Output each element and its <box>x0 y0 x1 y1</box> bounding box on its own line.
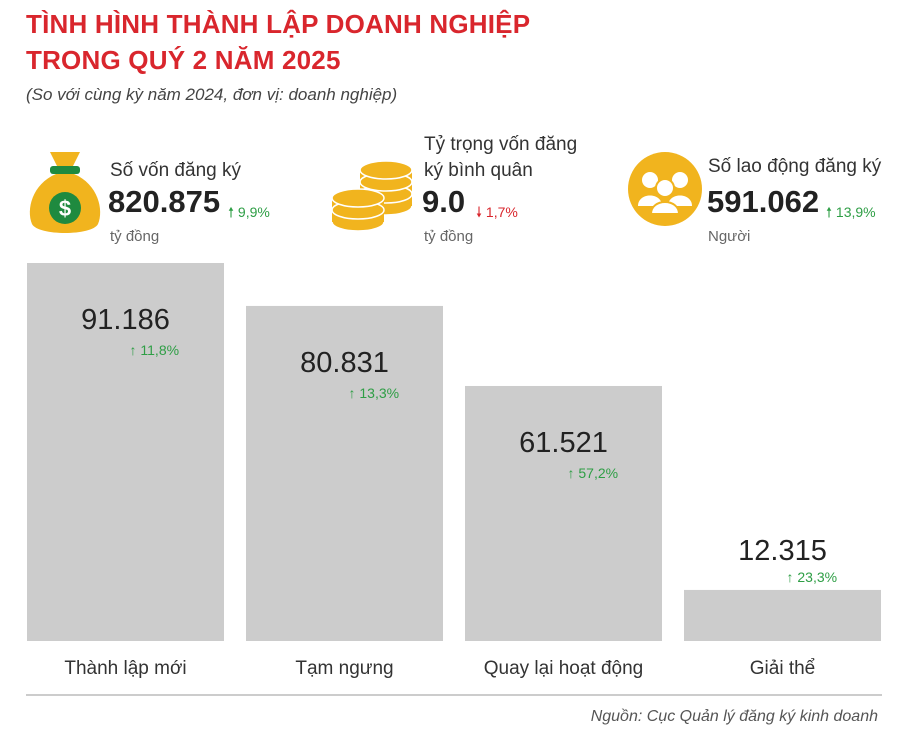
kpi-registered-workers: Số lao động đăng ký 591.062 🠕 13,9% Ngườ… <box>628 140 893 250</box>
money-bag-icon: $ <box>29 152 101 233</box>
category-label: Thành lập mới <box>64 658 186 679</box>
bar-value-label: 12.315 <box>738 535 827 567</box>
bar-value-label: 91.186 <box>81 304 170 336</box>
bar <box>465 385 662 641</box>
kpi-change: 🠗 1,7% <box>476 202 518 226</box>
kpi-change: 🠕 9,9% <box>228 202 270 226</box>
page-title: TÌNH HÌNH THÀNH LẬP DOANH NGHIỆP TRONG Q… <box>26 6 530 78</box>
arrow-up-icon: 🠕 <box>826 204 833 220</box>
kpi-label: Số vốn đăng ký <box>110 160 241 181</box>
category-label: Quay lại hoạt động <box>484 658 644 679</box>
subtitle: (So với cùng kỳ năm 2024, đơn vị: doanh … <box>26 85 398 104</box>
source-note: Nguồn: Cục Quản lý đăng ký kinh doanh <box>590 708 878 725</box>
bar-value-label: 61.521 <box>519 427 608 459</box>
kpi-label-line-2: ký bình quân <box>424 160 533 181</box>
bar-change-label: ↑ 11,8% <box>130 342 180 358</box>
bar-chart: 91.186 ↑ 11,8% Thành lập mới 80.831 ↑ 13,3% T… <box>27 263 881 679</box>
bar-change-label: ↑ 23,3% <box>787 569 838 585</box>
kpi-unit: tỷ đồng <box>110 228 160 245</box>
bar-value-label: 80.831 <box>300 347 389 379</box>
people-icon <box>628 152 702 226</box>
category-label: Giải thể <box>750 658 815 679</box>
kpi-change-text: 9,9% <box>237 204 270 220</box>
svg-text:$: $ <box>59 196 71 221</box>
kpi-registered-capital: $ Số vốn đăng ký 820.875 🠕 9,9% tỷ đồng <box>26 140 296 250</box>
coins-icon <box>331 160 413 232</box>
kpi-unit: Người <box>708 228 751 245</box>
bar <box>246 305 443 641</box>
bar-change-label: ↑ 13,3% <box>349 385 400 401</box>
kpi-average-capital: Tỷ trọng vốn đăng ký bình quân 9.0 🠗 1,7… <box>330 134 600 250</box>
arrow-up-icon: 🠕 <box>228 204 235 220</box>
bar-change-label: ↑ 57,2% <box>568 465 619 481</box>
arrow-down-icon: 🠗 <box>476 204 483 220</box>
category-label: Tạm ngưng <box>295 658 393 679</box>
bar <box>684 589 881 641</box>
kpi-label-line-1: Tỷ trọng vốn đăng <box>424 134 578 155</box>
title-line-1: TÌNH HÌNH THÀNH LẬP DOANH NGHIỆP <box>26 9 531 39</box>
kpi-value: 820.875 <box>108 184 221 219</box>
kpi-change-text: 1,7% <box>485 204 518 220</box>
kpi-change-text: 13,9% <box>835 204 876 220</box>
bar <box>27 263 224 641</box>
kpi-label: Tỷ trọng vốn đăng ký bình quân <box>424 132 577 184</box>
kpi-change: 🠕 13,9% <box>826 202 876 226</box>
kpi-label: Số lao động đăng ký <box>708 156 882 177</box>
kpi-value: 9.0 <box>422 184 466 219</box>
kpi-unit: tỷ đồng <box>424 228 474 245</box>
kpi-value: 591.062 <box>707 184 820 219</box>
divider <box>26 694 882 696</box>
title-line-2: TRONG QUÝ 2 NĂM 2025 <box>26 45 341 75</box>
